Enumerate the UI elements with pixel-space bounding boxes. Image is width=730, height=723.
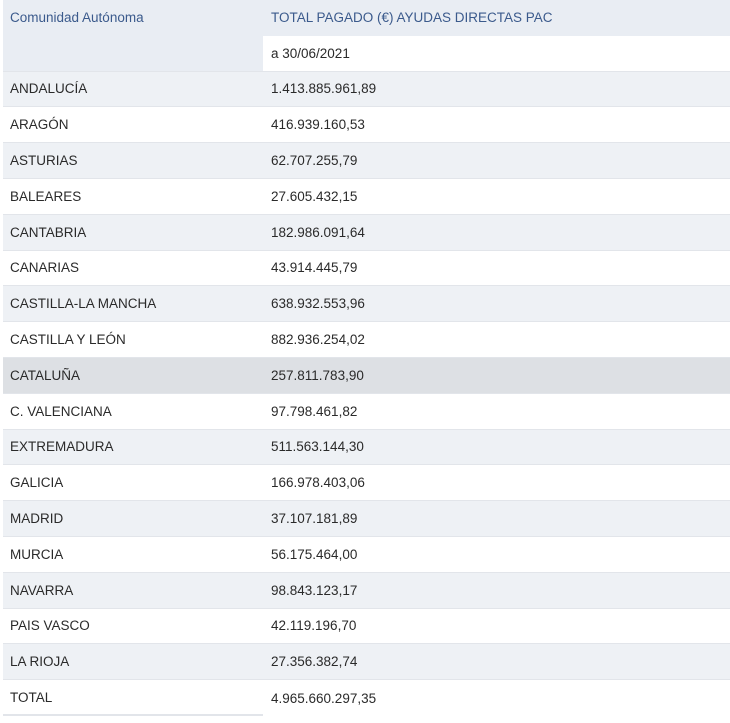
amount-cell: 638.932.553,96 [263, 286, 730, 322]
table-row: NAVARRA 98.843.123,17 [3, 572, 730, 609]
amount-cell: 182.986.091,64 [263, 214, 730, 250]
table-row: CANTABRIA 182.986.091,64 [3, 214, 730, 251]
amount-cell: 97.798.461,82 [263, 393, 730, 429]
table-row: ASTURIAS 62.707.255,79 [3, 143, 730, 179]
region-cell: CANARIAS [3, 250, 263, 286]
region-cell: ARAGÓN [3, 107, 263, 143]
region-cell: ANDALUCÍA [3, 71, 263, 107]
region-cell: CATALUÑA [3, 357, 263, 393]
table-subheader-row: a 30/06/2021 [3, 35, 730, 72]
amount-cell: 511.563.144,30 [263, 429, 730, 465]
table-row: EXTREMADURA 511.563.144,30 [3, 429, 730, 466]
region-cell: GALICIA [3, 465, 263, 501]
table-row: LA RIOJA 27.356.382,74 [3, 644, 730, 681]
pac-payments-table: Comunidad Autónoma TOTAL PAGADO (€) AYUD… [3, 0, 730, 716]
amount-cell: 56.175.464,00 [263, 536, 730, 572]
total-label-cell: TOTAL [3, 680, 263, 716]
table-row-total: TOTAL 4.965.660.297,35 [3, 680, 730, 716]
region-cell: BALEARES [3, 178, 263, 214]
table-row: GALICIA 166.978.403,06 [3, 465, 730, 502]
table-row: MADRID 37.107.181,89 [3, 501, 730, 537]
subheader-empty-cell [3, 35, 263, 71]
table-row: CANARIAS 43.914.445,79 [3, 250, 730, 287]
table-row: ANDALUCÍA 1.413.885.961,89 [3, 71, 730, 108]
region-cell: LA RIOJA [3, 644, 263, 680]
region-cell: CASTILLA Y LEÓN [3, 322, 263, 357]
table-row: CASTILLA Y LEÓN 882.936.254,02 [3, 322, 730, 358]
table-row: BALEARES 27.605.432,15 [3, 178, 730, 215]
table-row: MURCIA 56.175.464,00 [3, 536, 730, 573]
region-cell: NAVARRA [3, 572, 263, 608]
amount-cell: 1.413.885.961,89 [263, 71, 730, 107]
table-row: C. VALENCIANA 97.798.461,82 [3, 393, 730, 430]
region-cell: MURCIA [3, 536, 263, 572]
column-header-region: Comunidad Autónoma [3, 0, 263, 36]
date-subheader: a 30/06/2021 [263, 35, 730, 71]
amount-cell: 43.914.445,79 [263, 250, 730, 286]
amount-cell: 882.936.254,02 [263, 322, 730, 357]
amount-cell: 62.707.255,79 [263, 143, 730, 178]
region-cell: PAIS VASCO [3, 608, 263, 644]
region-cell: ASTURIAS [3, 143, 263, 178]
amount-cell: 42.119.196,70 [263, 608, 730, 644]
region-cell: MADRID [3, 501, 263, 536]
amount-cell: 257.811.783,90 [263, 357, 730, 393]
table-row: CASTILLA-LA MANCHA 638.932.553,96 [3, 286, 730, 323]
region-cell: CANTABRIA [3, 214, 263, 250]
table-header-row: Comunidad Autónoma TOTAL PAGADO (€) AYUD… [3, 0, 730, 36]
table-row: ARAGÓN 416.939.160,53 [3, 107, 730, 144]
amount-cell: 98.843.123,17 [263, 572, 730, 608]
region-cell: C. VALENCIANA [3, 393, 263, 429]
table-row-highlighted: CATALUÑA 257.811.783,90 [3, 357, 730, 394]
amount-cell: 27.605.432,15 [263, 178, 730, 214]
total-amount-cell: 4.965.660.297,35 [263, 680, 730, 716]
region-cell: EXTREMADURA [3, 429, 263, 465]
amount-cell: 37.107.181,89 [263, 501, 730, 536]
amount-cell: 166.978.403,06 [263, 465, 730, 501]
amount-cell: 27.356.382,74 [263, 644, 730, 680]
column-header-total-paid: TOTAL PAGADO (€) AYUDAS DIRECTAS PAC [263, 0, 730, 36]
amount-cell: 416.939.160,53 [263, 107, 730, 143]
region-cell: CASTILLA-LA MANCHA [3, 286, 263, 322]
table-row: PAIS VASCO 42.119.196,70 [3, 608, 730, 645]
